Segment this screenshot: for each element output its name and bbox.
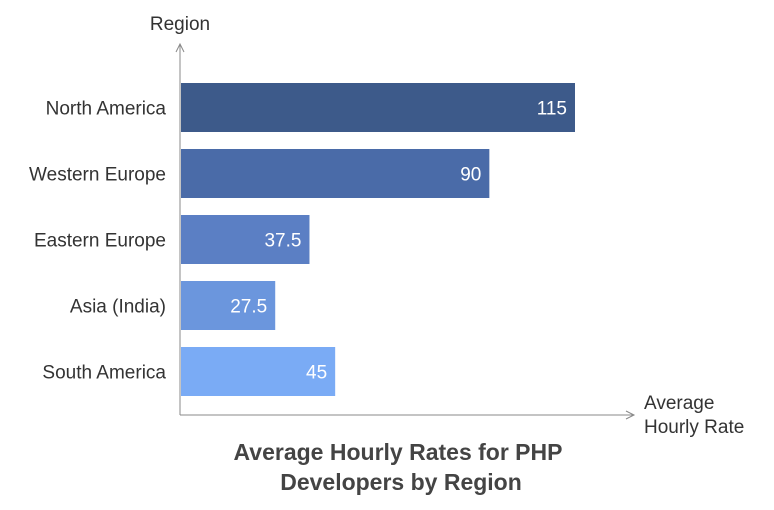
- x-axis-label-line-1: Average: [644, 393, 714, 414]
- chart-title-line-2: Developers by Region: [280, 469, 522, 495]
- value-labels: 115 90 37.5 27.5 45: [230, 99, 567, 384]
- bar-asia-india: [181, 281, 276, 330]
- category-label-north-america: North America: [46, 99, 167, 120]
- x-axis-arrow-icon: [625, 410, 636, 420]
- y-axis-arrow-icon: [175, 42, 185, 53]
- value-label-eastern-europe: 37.5: [264, 231, 301, 252]
- category-label-asia-india: Asia (India): [70, 297, 166, 318]
- bar-north-america: [181, 83, 575, 132]
- chart-title-line-1: Average Hourly Rates for PHP: [234, 439, 563, 465]
- value-label-asia-india: 27.5: [230, 297, 267, 318]
- value-label-western-europe: 90: [460, 165, 481, 186]
- bars: [181, 83, 575, 396]
- y-axis-label: Region: [150, 14, 210, 35]
- value-label-north-america: 115: [537, 99, 567, 120]
- axes: [175, 42, 636, 420]
- chart-title: Average Hourly Rates for PHP Developers …: [234, 439, 569, 495]
- bar-eastern-europe: [181, 215, 310, 264]
- category-labels: North America Western Europe Eastern Europ…: [29, 99, 166, 384]
- value-label-south-america: 45: [306, 363, 327, 384]
- x-axis-label: Average Hourly Rate: [644, 393, 744, 438]
- bar-western-europe: [181, 149, 490, 198]
- x-axis-label-line-2: Hourly Rate: [644, 417, 744, 438]
- category-label-eastern-europe: Eastern Europe: [34, 231, 166, 252]
- bar-south-america: [181, 347, 336, 396]
- category-label-western-europe: Western Europe: [29, 165, 166, 186]
- category-label-south-america: South America: [42, 363, 166, 384]
